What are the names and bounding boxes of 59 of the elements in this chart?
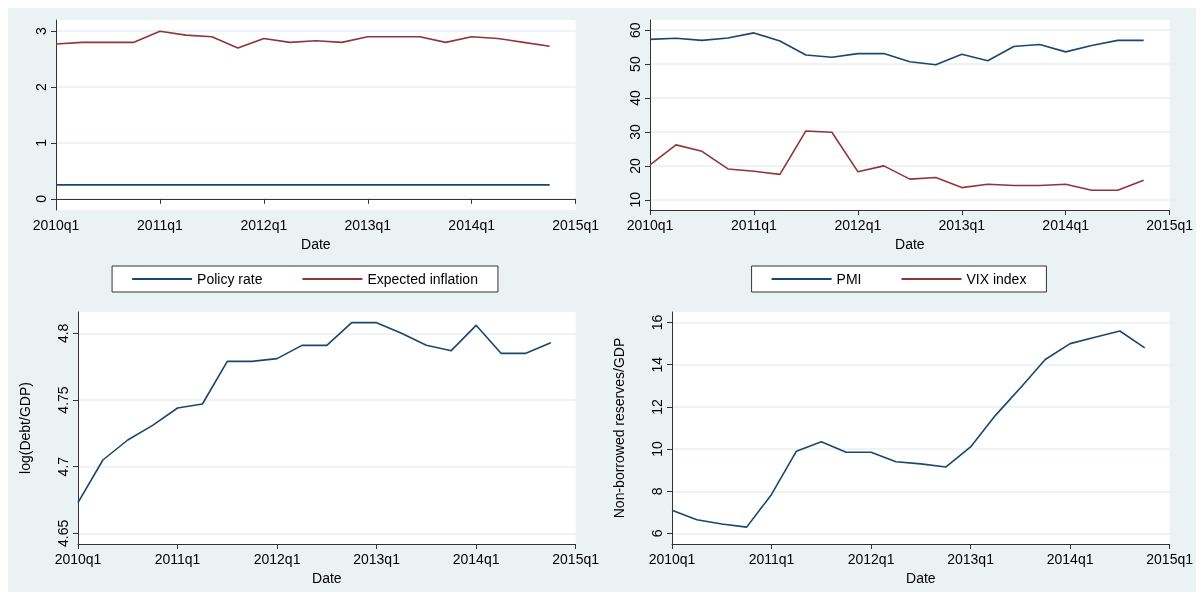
x-tick-label: 2015q1: [1146, 551, 1194, 567]
y-tick-label: 2: [33, 82, 49, 91]
x-tick-label: 2015q1: [1146, 217, 1194, 233]
x-tick-label: 2014q1: [452, 551, 500, 567]
x-tick-label: 2012q1: [240, 217, 288, 233]
x-axis-title: Date: [312, 569, 342, 586]
y-tick-label: 6: [649, 529, 665, 538]
y-tick-label: 8: [649, 487, 665, 496]
line-series: [649, 32, 1145, 66]
y-tick-label: 10: [627, 191, 643, 208]
y-tick-label: 4.7: [55, 456, 71, 477]
line-series: [671, 330, 1146, 528]
y-axis-title: log(Debt/GDP): [17, 382, 33, 474]
x-tick-label: 2012q1: [253, 551, 301, 567]
y-tick-label: 1: [33, 138, 49, 147]
y-tick-label: 30: [627, 123, 643, 140]
x-tick-label: 2013q1: [947, 551, 995, 567]
x-tick-label: 2013q1: [344, 217, 392, 233]
y-axis-title: Non-borrowed reserves/GDP: [611, 337, 627, 519]
x-tick-label: 2012q1: [847, 551, 895, 567]
x-tick-label: 2010q1: [54, 551, 102, 567]
x-tick-label: 2010q1: [648, 551, 696, 567]
y-tick-label: 12: [649, 398, 665, 415]
x-tick-label: 2011q1: [137, 217, 183, 233]
x-tick-label: 2012q1: [834, 217, 882, 233]
y-tick-label: 60: [627, 22, 643, 38]
y-tick-label: 40: [627, 90, 643, 106]
legend-label: Expected inflation: [367, 271, 478, 287]
y-tick-label: 10: [649, 441, 665, 457]
x-tick-label: 2013q1: [938, 217, 986, 233]
y-tick-label: 20: [627, 157, 643, 174]
y-tick-label: 3: [33, 27, 49, 36]
y-tick-label: 4.75: [55, 386, 71, 414]
y-tick-label: 14: [649, 356, 665, 373]
x-tick-label: 2015q1: [552, 217, 600, 233]
legend-label: Policy rate: [197, 271, 263, 287]
legend-label: PMI: [836, 271, 862, 287]
x-tick-label: 2011q1: [154, 551, 201, 567]
line-series: [55, 30, 551, 49]
x-axis-title: Date: [895, 235, 925, 252]
x-axis-title: Date: [301, 235, 331, 252]
line-series: [649, 130, 1145, 192]
y-tick-label: 0: [33, 194, 49, 203]
x-tick-label: 2011q1: [748, 551, 795, 567]
x-axis-title: Date: [906, 569, 936, 586]
y-tick-label: 4.8: [55, 323, 71, 344]
x-tick-label: 2014q1: [448, 217, 496, 233]
y-tick-label: 50: [627, 56, 643, 72]
x-tick-label: 2014q1: [1046, 551, 1094, 567]
legend-label: VIX index: [966, 271, 1027, 287]
y-tick-label: 4.65: [55, 519, 71, 547]
x-tick-label: 2010q1: [32, 217, 80, 233]
x-tick-label: 2010q1: [626, 217, 674, 233]
x-tick-label: 2015q1: [552, 551, 600, 567]
x-tick-label: 2011q1: [731, 217, 777, 233]
y-tick-label: 16: [649, 314, 665, 331]
line-series: [77, 321, 552, 504]
x-tick-label: 2013q1: [353, 551, 401, 567]
x-tick-label: 2014q1: [1042, 217, 1090, 233]
